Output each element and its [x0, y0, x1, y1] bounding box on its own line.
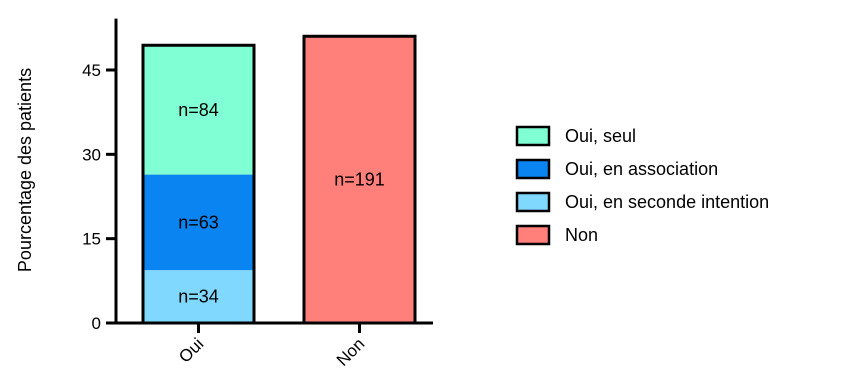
legend-label: Oui, en seconde intention — [565, 192, 769, 212]
y-tick-label: 0 — [92, 314, 101, 333]
bar-segment — [143, 270, 254, 323]
y-tick-label: 45 — [82, 61, 101, 80]
legend-swatch — [515, 158, 551, 180]
y-axis-label: Pourcentage des patients — [15, 68, 35, 272]
legend: Oui, seul Oui, en association Oui, en seco… — [515, 125, 769, 246]
legend-swatch — [515, 125, 551, 147]
x-axis: Oui Non — [114, 321, 433, 370]
legend-label: Non — [565, 225, 598, 245]
bar-outline — [141, 43, 256, 325]
bar-segment — [143, 45, 254, 175]
bars: n=34 n=63 n=84 n=191 — [141, 34, 417, 325]
x-tick-label: Non — [333, 334, 368, 369]
bar-segment — [304, 36, 415, 324]
bar-data-label: n=34 — [178, 287, 219, 307]
y-tick-label: 30 — [82, 145, 101, 164]
bar-data-label: n=191 — [334, 170, 385, 190]
x-tick-label: Oui — [175, 334, 207, 366]
bar-outline — [302, 34, 417, 325]
legend-swatch — [515, 224, 551, 246]
y-tick-label: 15 — [82, 230, 101, 249]
bar-data-label: n=84 — [178, 100, 219, 120]
legend-swatch — [515, 191, 551, 213]
y-axis: 0 15 30 45 — [82, 18, 118, 333]
legend-label: Oui, seul — [565, 126, 636, 146]
bar-segment — [143, 174, 254, 271]
legend-label: Oui, en association — [565, 159, 718, 179]
bar-data-label: n=63 — [178, 212, 219, 232]
